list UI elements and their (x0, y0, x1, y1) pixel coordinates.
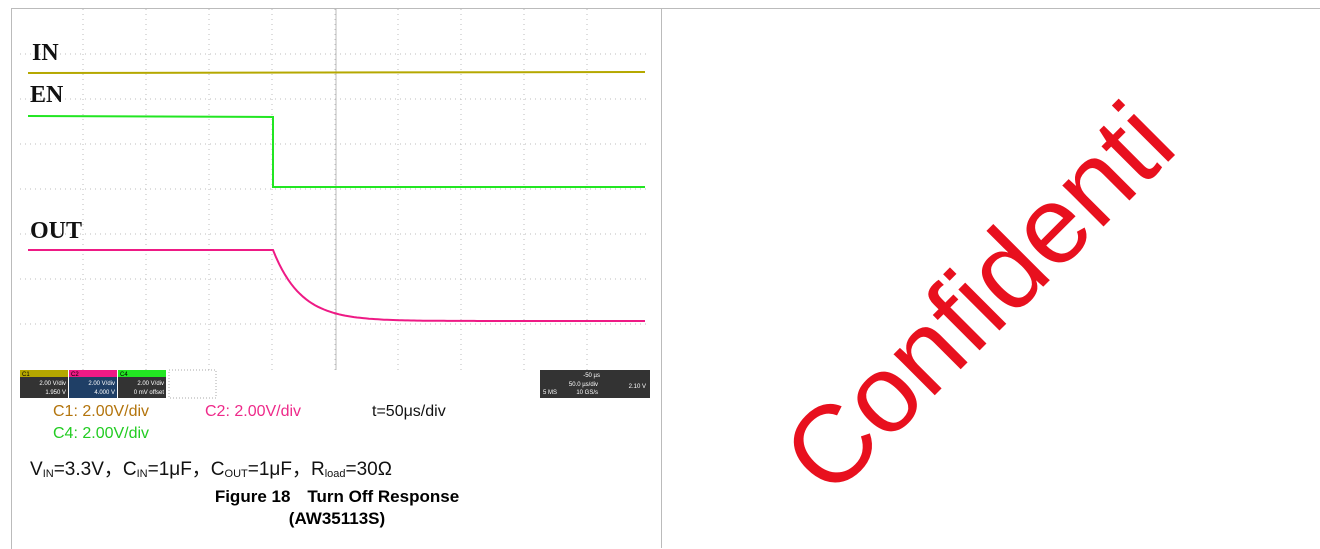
trace-label: IN (32, 40, 59, 66)
grid (20, 9, 650, 370)
timebase-text: 2.10 V (629, 384, 646, 390)
trace-in (27, 71, 646, 74)
subscript: IN (136, 468, 148, 480)
page: Confidential C1 2.00 V/div 1.950 V C2 2.00 V… (11, 8, 1320, 549)
condition-text: =3.3V，C (53, 459, 137, 480)
status-bar: C1 2.00 V/div 1.950 V C2 2.00 V/div 4.000 V C4… (20, 369, 650, 399)
subscript: load (324, 468, 346, 480)
condition-text: =1μF，R (247, 459, 325, 480)
subscript: IN (42, 468, 54, 480)
trace-label: EN (30, 82, 64, 108)
timebase-box (540, 370, 650, 398)
caption: Figure 18 Turn Off Response (214, 487, 460, 506)
condition-text: =1μF，C (147, 459, 225, 480)
timebase-text: -50 µs (583, 373, 600, 379)
channel-offset: 1.950 V (45, 390, 66, 396)
setting: t=50μs/div (372, 403, 446, 420)
channel-name: C4 (120, 372, 128, 378)
empty-box (168, 369, 217, 399)
trace-label: OUT (30, 218, 83, 244)
channel-name: C1 (22, 372, 30, 378)
cell-divider (661, 8, 662, 548)
channel-scale: 2.00 V/div (137, 381, 164, 387)
timebase-text: 50.0 µs/div (569, 382, 598, 388)
setting: C2: 2.00V/div (205, 403, 302, 420)
table-border (11, 8, 1320, 549)
channel-scale: 2.00 V/div (88, 381, 115, 387)
timebase-text: 5 MS (543, 390, 557, 396)
channel-offset: 4.000 V (94, 390, 115, 396)
channel-head (69, 370, 117, 377)
condition-text: V (30, 459, 43, 480)
conditions: VIN=3.3V，CIN=1μF，COUT=1μF，Rload=30Ω (30, 454, 392, 481)
part-number: (AW35113S) (288, 509, 386, 528)
subscript: OUT (224, 468, 248, 480)
condition-text: =30Ω (345, 459, 392, 480)
trace-en (27, 115, 645, 188)
watermark: Confidential (760, 19, 1258, 517)
channel-head (20, 370, 68, 377)
timebase-text: 10 GS/s (576, 390, 598, 396)
channel-head (118, 370, 166, 377)
setting: C4: 2.00V/div (53, 425, 150, 442)
channel-offset: 0 mV offset (134, 390, 165, 396)
channel-scale: 2.00 V/div (39, 381, 66, 387)
channel-name: C2 (71, 372, 79, 378)
scope: Confidential C1 2.00 V/div 1.950 V C2 2.00 V… (20, 9, 1258, 517)
trace-out (28, 249, 645, 322)
setting: C1: 2.00V/div (53, 403, 150, 420)
